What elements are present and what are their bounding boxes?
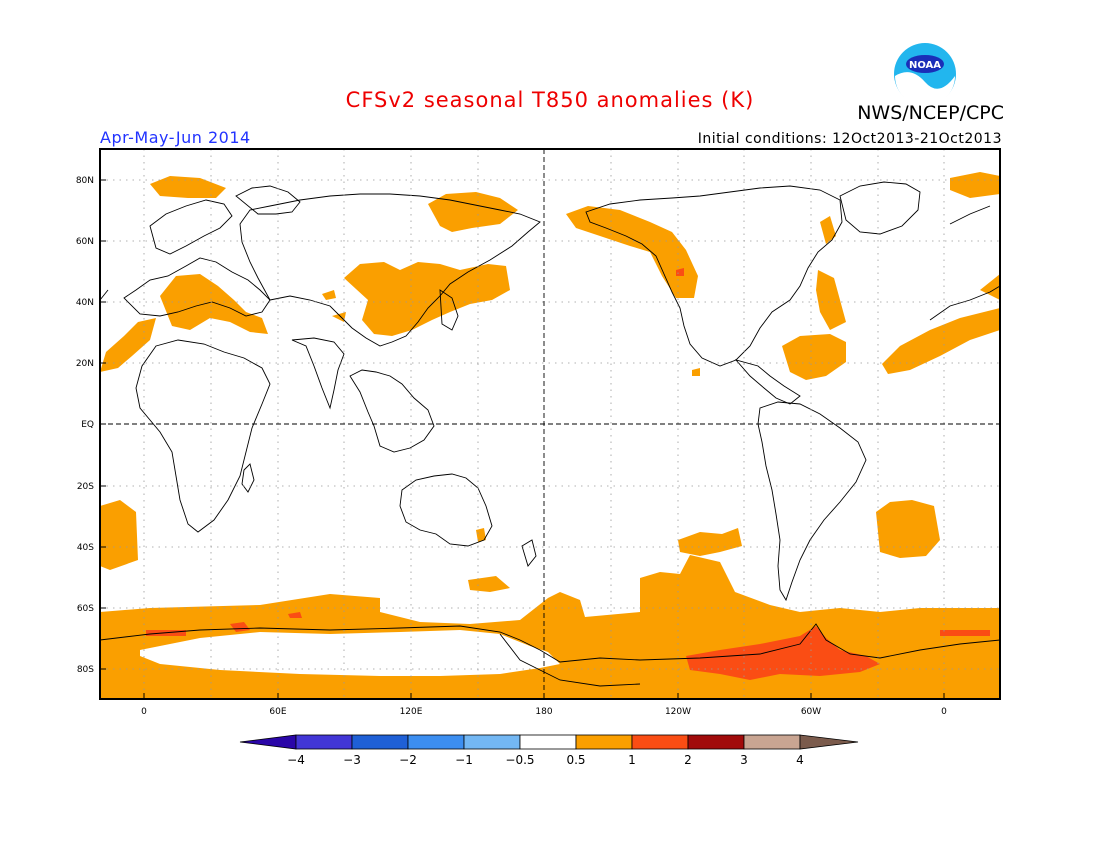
axis-ticks	[100, 179, 945, 699]
colorbar-swatch-2	[351, 734, 409, 750]
lat-label-60n: 60N	[76, 237, 94, 247]
colorbar	[239, 734, 859, 750]
colorbar-swatch-3	[407, 734, 465, 750]
lat-label-20s: 20S	[77, 482, 94, 492]
lon-label-0: 0	[141, 707, 147, 717]
lat-label-40s: 40S	[77, 543, 94, 553]
lat-label-eq: EQ	[81, 420, 94, 430]
lat-label-80n: 80N	[76, 176, 94, 186]
coastlines	[99, 181, 1001, 687]
colorbar-swatch-1	[295, 734, 353, 750]
colorbar-left-arrow	[239, 734, 297, 750]
colorbar-swatch-9	[743, 734, 801, 750]
forecast-period: Apr-May-Jun 2014	[100, 128, 251, 147]
agency-label: NWS/NCEP/CPC	[857, 102, 1004, 124]
colorbar-label-3: 3	[740, 753, 748, 767]
lat-label-80s: 80S	[77, 665, 94, 675]
colorbar-swatch-8	[687, 734, 745, 750]
graticule	[100, 149, 1000, 699]
lat-label-60s: 60S	[77, 604, 94, 614]
colorbar-label-0-5: 0.5	[566, 753, 585, 767]
colorbar-label-minus2: −2	[399, 753, 417, 767]
colorbar-swatch-4	[463, 734, 521, 750]
lat-label-40n: 40N	[76, 298, 94, 308]
colorbar-swatch-5	[519, 734, 577, 750]
svg-text:NOAA: NOAA	[909, 60, 941, 71]
map-title: CFSv2 seasonal T850 anomalies (K)	[345, 88, 755, 112]
colorbar-label-2: 2	[684, 753, 692, 767]
antarctica-neutral-area	[140, 630, 560, 676]
colorbar-label-minus4: −4	[287, 753, 305, 767]
colorbar-label-minus1: −1	[455, 753, 473, 767]
colorbar-right-arrow	[799, 734, 859, 750]
initial-conditions: Initial conditions: 12Oct2013-21Oct2013	[697, 131, 1002, 147]
lon-label-0-east: 0	[941, 707, 947, 717]
noaa-logo-icon: NOAA	[894, 43, 956, 106]
lat-label-20n: 20N	[76, 359, 94, 369]
lon-label-120w: 120W	[665, 707, 691, 717]
colorbar-swatch-6	[575, 734, 633, 750]
reference-lines	[100, 149, 1000, 699]
lon-label-180: 180	[535, 707, 552, 717]
lon-label-120e: 120E	[400, 707, 423, 717]
colorbar-label-1: 1	[628, 753, 636, 767]
lon-label-60w: 60W	[801, 707, 821, 717]
lon-label-60e: 60E	[269, 707, 286, 717]
colorbar-label-minus0-5: −0.5	[505, 753, 534, 767]
colorbar-label-minus3: −3	[343, 753, 361, 767]
colorbar-label-4: 4	[796, 753, 804, 767]
colorbar-swatch-7	[631, 734, 689, 750]
